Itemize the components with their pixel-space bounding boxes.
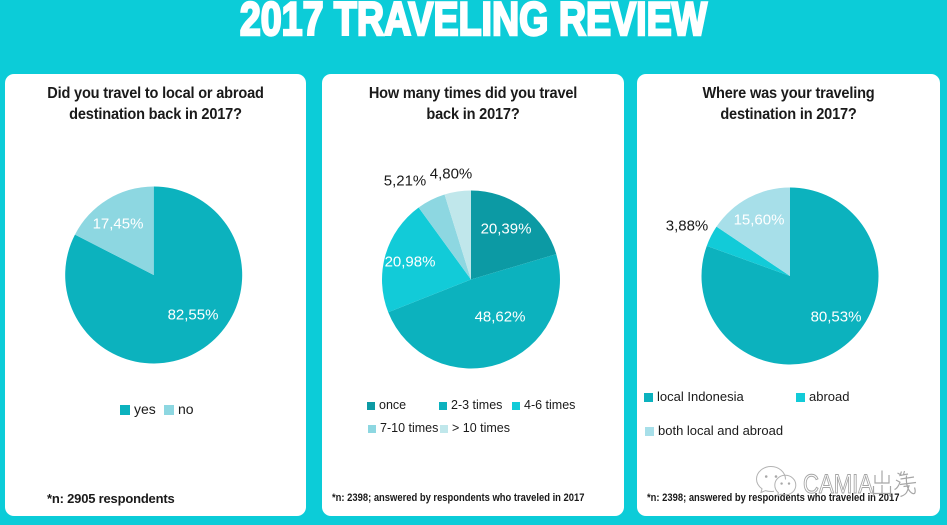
svg-text:CAMIA: CAMIA [803, 469, 873, 499]
